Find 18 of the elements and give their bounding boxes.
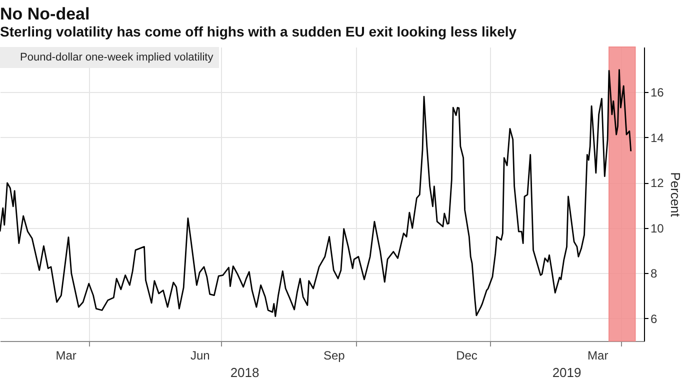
x-tick-label: Dec	[456, 348, 478, 362]
y-tick-label: 14	[650, 130, 664, 145]
x-tick-label: Mar	[56, 348, 76, 362]
x-tick-label: Mar	[588, 348, 608, 362]
y-tick-label: 6	[650, 312, 658, 326]
y-tick-label: 16	[650, 86, 664, 100]
y-tick-label: 12	[650, 176, 664, 190]
x-tick-label: Sep	[323, 348, 346, 362]
text: Pound-dollar one-week implied volatility	[20, 52, 214, 64]
y-axis-title: Percent	[668, 172, 683, 218]
y-tick-label: 8	[650, 266, 658, 281]
text: 2019	[552, 365, 582, 380]
chart-subtitle: Sterling volatility has come off highs with a sudden EU exit looking less likely	[0, 24, 517, 40]
chart-title: No No-deal	[0, 4, 90, 24]
line-series	[0, 69, 632, 318]
y-tick-label: 10	[650, 221, 664, 236]
x-tick-label: Jun	[190, 348, 210, 362]
text: 2018	[230, 365, 260, 380]
